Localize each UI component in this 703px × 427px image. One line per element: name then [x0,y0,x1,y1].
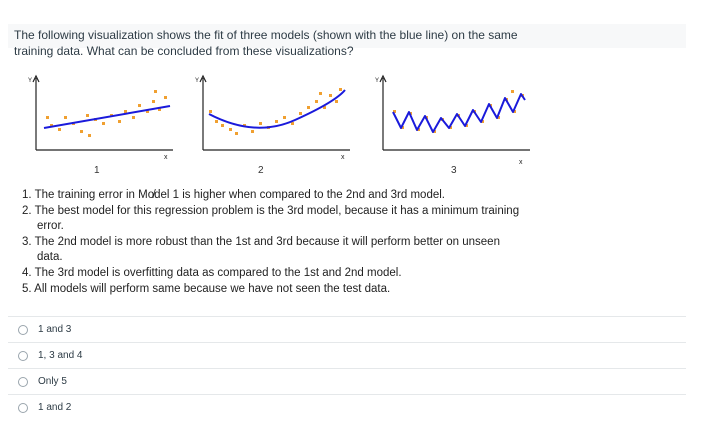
statement-2: 2. The best model for this regression pr… [22,204,682,234]
answer-option-2[interactable]: 1, 3 and 4 [8,342,686,368]
statement-number: 3. [22,236,32,248]
statement-text: The best model for this regression probl… [34,205,520,217]
radio-button[interactable] [18,376,28,387]
answer-option-4[interactable]: 1 and 2 [8,394,686,420]
y-axis-label: Y [195,78,199,84]
plot-model-2: Y x [195,74,350,161]
answer-label[interactable]: 1 and 3 [38,324,72,335]
statement-text: The training error in Mo̸del 1 is higher… [34,189,445,201]
answer-option-3[interactable]: Only 5 [8,368,686,394]
statement-number: 4. [22,267,32,279]
answer-label[interactable]: 1 and 2 [38,402,72,413]
y-axis-label: Y [375,78,379,84]
plot-label-3: 3 [451,165,457,176]
x-axis-label: x [341,154,345,161]
answer-option-1[interactable]: 1 and 3 [8,316,686,342]
statement-5: 5. All models will perform same because … [22,282,682,297]
question-text: The following visualization shows the fi… [14,27,664,59]
radio-button[interactable] [18,402,28,413]
answer-label[interactable]: 1, 3 and 4 [38,350,83,361]
statement-continuation: data. [37,251,63,263]
answer-options: 1 and 3 1, 3 and 4 Only 5 1 and 2 [8,316,686,420]
radio-button[interactable] [18,350,28,361]
statement-text: The 2nd model is more robust than the 1s… [34,236,500,248]
question-box [8,24,686,48]
statement-number: 5. [22,283,32,295]
statement-number: 2. [22,205,32,217]
plot-model-3: Y x [375,74,530,166]
x-axis-label: x [164,154,168,161]
answer-label[interactable]: Only 5 [38,376,67,387]
statement-4: 4. The 3rd model is overfitting data as … [22,266,682,281]
y-axis-label: Y [28,78,32,84]
question-line-2: training data. What can be concluded fro… [14,44,354,58]
statement-list: 1. The training error in Mo̸del 1 is hig… [22,188,682,298]
model-fit-figures: Y x Y x [0,70,703,180]
statement-number: 1. [22,189,32,201]
statement-1: 1. The training error in Mo̸del 1 is hig… [22,188,682,203]
statement-text: The 3rd model is overfitting data as com… [34,267,402,279]
plot-label-1: 1 [94,165,100,176]
plot-label-2: 2 [258,165,264,176]
radio-button[interactable] [18,324,28,335]
question-line-1: The following visualization shows the fi… [14,28,518,42]
statement-3: 3. The 2nd model is more robust than the… [22,235,682,265]
plot-model-1: Y x [28,74,173,161]
x-axis-label: x [519,159,523,166]
statement-continuation: error. [37,220,64,232]
statement-text: All models will perform same because we … [34,283,391,295]
